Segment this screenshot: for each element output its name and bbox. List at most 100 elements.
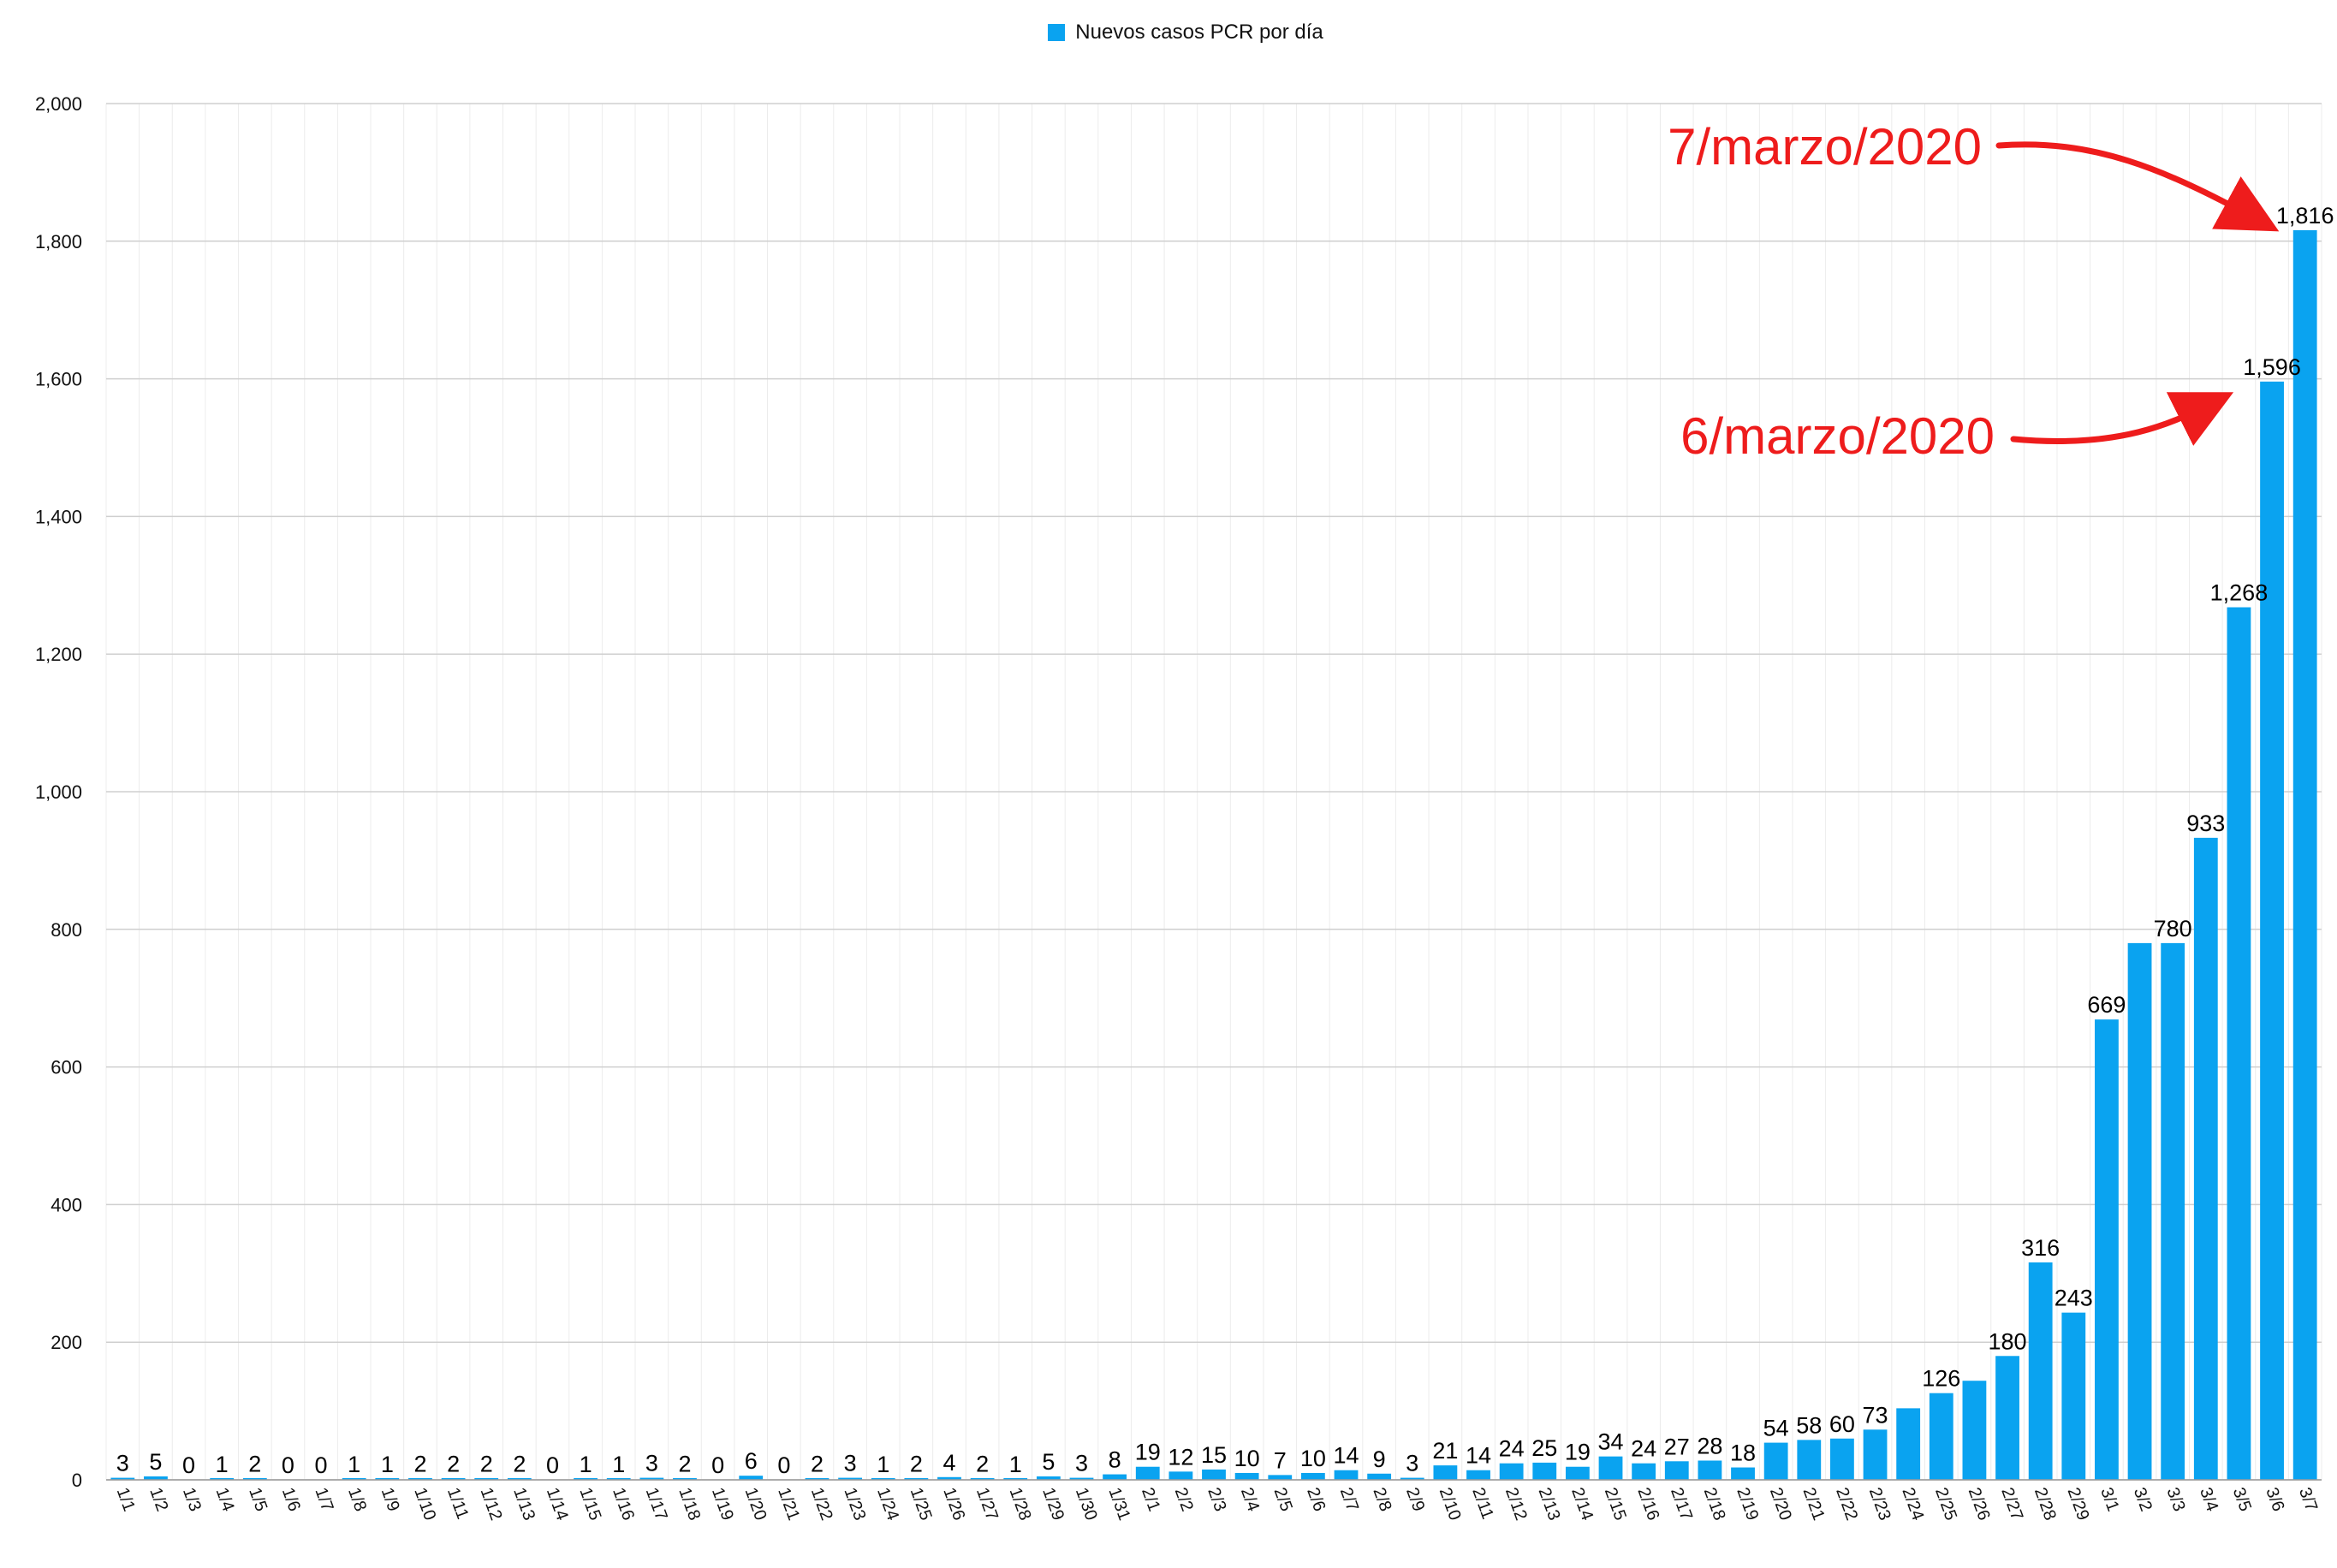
x-tick-label: 2/7 <box>1336 1485 1362 1514</box>
x-tick-label: 2/29 <box>2064 1485 2093 1523</box>
x-tick-label: 1/22 <box>807 1485 836 1523</box>
x-tick-label: 1/1 <box>113 1485 139 1514</box>
data-label: 15 <box>1201 1442 1227 1468</box>
y-tick-label: 200 <box>51 1332 82 1353</box>
x-tick-label: 2/25 <box>1931 1485 1960 1523</box>
data-label: 54 <box>1763 1416 1789 1441</box>
x-tick-label: 2/5 <box>1270 1485 1296 1514</box>
legend: Nuevos casos PCR por día <box>0 21 2337 47</box>
x-tick-label: 1/28 <box>1006 1485 1035 1523</box>
bar <box>210 1478 235 1480</box>
bar <box>1995 1356 2019 1480</box>
annotation-text: 7/marzo/2020 <box>1668 118 1982 175</box>
data-label: 1,268 <box>2210 580 2269 606</box>
x-tick-label: 2/4 <box>1237 1485 1263 1514</box>
x-tick-label: 2/27 <box>1997 1485 2026 1523</box>
bar <box>1896 1408 1921 1480</box>
data-label: 28 <box>1697 1433 1722 1458</box>
x-tick-label: 2/12 <box>1502 1485 1531 1523</box>
x-tick-label: 2/11 <box>1468 1485 1496 1522</box>
data-label: 6 <box>745 1448 758 1474</box>
data-label: 4 <box>943 1450 955 1476</box>
x-tick-label: 2/22 <box>1832 1485 1861 1523</box>
x-tick-label: 2/16 <box>1633 1485 1662 1523</box>
bar <box>574 1478 598 1480</box>
bar <box>2292 229 2317 1480</box>
x-tick-label: 3/6 <box>2262 1485 2287 1514</box>
data-label: 0 <box>711 1452 724 1478</box>
data-label: 12 <box>1168 1444 1193 1470</box>
bar <box>1466 1470 1490 1480</box>
y-tick-label: 1,000 <box>35 781 82 803</box>
x-tick-label: 1/20 <box>741 1485 770 1523</box>
bar <box>1929 1393 1953 1480</box>
data-label: 5 <box>1042 1449 1055 1475</box>
data-label: 19 <box>1565 1440 1591 1465</box>
data-label: 10 <box>1234 1446 1260 1471</box>
y-tick-label: 1,800 <box>35 231 82 252</box>
data-label: 0 <box>182 1452 195 1478</box>
bar <box>970 1478 995 1480</box>
y-tick-label: 1,200 <box>35 644 82 665</box>
data-label: 3 <box>645 1451 658 1476</box>
data-label: 5 <box>149 1449 162 1475</box>
data-label: 2 <box>678 1451 691 1476</box>
bar <box>904 1478 929 1480</box>
x-tick-label: 1/21 <box>774 1485 803 1523</box>
data-label: 1 <box>877 1452 889 1477</box>
bar <box>1598 1456 1623 1480</box>
data-label: 2 <box>910 1451 923 1476</box>
data-label: 316 <box>2021 1235 2060 1261</box>
data-label: 1 <box>580 1452 592 1477</box>
bar <box>1367 1473 1392 1480</box>
bars <box>110 229 2317 1480</box>
data-label: 14 <box>1466 1443 1491 1469</box>
x-tick-label: 1/14 <box>543 1485 572 1523</box>
bar <box>342 1478 366 1480</box>
data-label: 1,816 <box>2276 203 2334 229</box>
bar <box>110 1477 135 1480</box>
data-label: 73 <box>1863 1402 1888 1428</box>
annotation-arrow <box>1995 141 2280 232</box>
bar <box>1797 1440 1822 1480</box>
bar <box>474 1478 499 1480</box>
data-label: 18 <box>1730 1440 1756 1466</box>
data-label: 3 <box>1075 1451 1088 1476</box>
bar <box>937 1476 961 1480</box>
x-tick-label: 2/1 <box>1138 1485 1163 1514</box>
data-label: 1 <box>1009 1452 1022 1477</box>
bar <box>1268 1475 1293 1480</box>
x-tick-label: 1/30 <box>1072 1485 1101 1523</box>
y-tick-label: 600 <box>51 1057 82 1078</box>
data-label: 0 <box>777 1452 790 1478</box>
data-label: 60 <box>1829 1411 1855 1437</box>
x-tick-label: 2/15 <box>1601 1485 1630 1523</box>
bar <box>1003 1478 1028 1480</box>
data-label: 2 <box>480 1451 493 1476</box>
bar <box>1433 1465 1458 1480</box>
x-tick-label: 2/9 <box>1402 1485 1428 1514</box>
bar <box>1763 1442 1788 1480</box>
data-label: 1 <box>381 1452 394 1477</box>
data-label: 2 <box>811 1451 824 1476</box>
bar <box>242 1478 267 1480</box>
x-tick-label: 1/16 <box>609 1485 638 1523</box>
x-tick-label: 1/10 <box>410 1485 439 1523</box>
bar <box>1234 1472 1259 1480</box>
x-tick-label: 3/4 <box>2196 1485 2221 1514</box>
data-label: 2 <box>447 1451 460 1476</box>
data-label: 9 <box>1373 1446 1386 1472</box>
x-tick-label: 2/3 <box>1204 1485 1229 1514</box>
bar <box>1863 1429 1888 1480</box>
x-tick-label: 2/18 <box>1700 1485 1729 1523</box>
bar <box>1036 1476 1061 1480</box>
legend-label: Nuevos casos PCR por día <box>1075 21 1323 44</box>
y-tick-label: 1,400 <box>35 506 82 527</box>
data-label: 3 <box>1406 1451 1418 1476</box>
bar <box>871 1478 895 1480</box>
x-tick-label: 3/2 <box>2130 1485 2156 1514</box>
bar <box>1334 1470 1359 1480</box>
data-label: 7 <box>1274 1447 1287 1473</box>
bar <box>1168 1471 1193 1480</box>
x-tick-label: 2/24 <box>1898 1485 1927 1523</box>
